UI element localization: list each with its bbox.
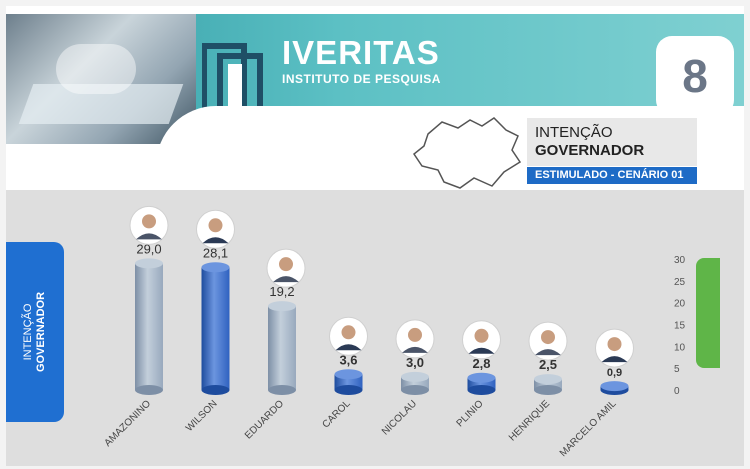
- title-line1: INTENÇÃO: [535, 124, 613, 141]
- bar-top: [135, 258, 163, 269]
- y-tick-label: 15: [674, 321, 686, 332]
- value-label: 2,8: [472, 356, 490, 371]
- y-tick-label: 30: [674, 255, 686, 266]
- value-label: 3,0: [406, 355, 424, 370]
- y-tick-label: 20: [674, 299, 686, 310]
- value-label: 19,2: [269, 284, 294, 299]
- y-tick-label: 5: [674, 364, 680, 375]
- bar-top: [534, 374, 562, 385]
- chart-background: [6, 190, 744, 466]
- bar-top: [401, 371, 429, 382]
- y-tick-label: 25: [674, 277, 686, 288]
- category-label: EDUARDO: [243, 398, 286, 441]
- bar-chart: 30 25 20 15 10 5 0 29,0 AMAZONINO 28,1 WILSON 19,2 E…: [103, 205, 686, 459]
- bar-wilson: [201, 267, 230, 390]
- avatar-shoulders: [273, 276, 299, 283]
- brand-name: IVERITAS: [282, 34, 440, 71]
- bar-base: [534, 385, 562, 395]
- category-label: HENRIQUE: [507, 398, 552, 443]
- category-label: WILSON: [184, 398, 220, 434]
- bar-base: [201, 385, 230, 395]
- photo-hands: [56, 44, 136, 94]
- header-photo: [6, 14, 196, 144]
- bar-amazonino: [135, 263, 163, 390]
- bar-henrique: [534, 379, 562, 390]
- title-box: INTENÇÃO GOVERNADOR: [527, 118, 697, 166]
- value-label: 28,1: [203, 245, 228, 260]
- category-label: PLINIO: [455, 398, 486, 429]
- y-tick-label: 10: [674, 342, 686, 353]
- bar-top: [600, 381, 629, 392]
- avatar-face: [474, 328, 489, 343]
- avatar-shoulders: [402, 346, 428, 353]
- title-line2: GOVERNADOR: [535, 142, 645, 159]
- avatar-face: [142, 214, 156, 229]
- avatar-face: [279, 257, 293, 272]
- brand-subtitle: INSTITUTO DE PESQUISA: [282, 72, 441, 86]
- category-label: AMAZONINO: [103, 398, 154, 449]
- bar-top: [334, 369, 363, 380]
- category-label: CAROL: [320, 398, 352, 430]
- avatar-face: [541, 330, 555, 345]
- avatar-face: [208, 218, 223, 233]
- bar-top: [268, 301, 296, 312]
- page-number: 8: [656, 36, 734, 116]
- value-label: 2,5: [539, 357, 557, 372]
- side-label-tab: INTENÇÃO GOVERNADOR: [6, 242, 64, 422]
- y-tick-label: 0: [674, 386, 680, 397]
- avatar-face: [607, 337, 622, 352]
- avatar-face: [341, 325, 356, 340]
- bar-top: [201, 262, 230, 273]
- bar-base: [401, 385, 429, 395]
- avatar-shoulders: [535, 349, 561, 356]
- avatar-shoulders: [202, 237, 229, 244]
- category-label: NICOLAU: [380, 398, 419, 437]
- bar-base: [467, 385, 496, 395]
- category-label: MARCELO AMIL: [558, 398, 619, 459]
- avatar-shoulders: [468, 347, 495, 354]
- bar-base: [135, 385, 163, 395]
- avatar-shoulders: [136, 233, 162, 240]
- green-tab: [696, 258, 720, 368]
- bar-eduardo: [268, 306, 296, 390]
- header-banner: IVERITAS INSTITUTO DE PESQUISA 8: [6, 14, 744, 144]
- bar-top: [467, 372, 496, 383]
- value-label: 0,9: [607, 367, 622, 379]
- bar-base: [334, 385, 363, 395]
- poll-slide: IVERITAS INSTITUTO DE PESQUISA 8 INTENÇÃ…: [6, 6, 744, 466]
- value-label: 29,0: [136, 241, 161, 256]
- bar-base: [268, 385, 296, 395]
- state-map-icon: [412, 117, 522, 189]
- avatar-face: [408, 327, 422, 342]
- scenario-label: ESTIMULADO - CENÁRIO 01: [527, 167, 697, 184]
- value-label: 3,6: [339, 352, 357, 367]
- avatar-shoulders: [335, 344, 362, 351]
- avatar-shoulders: [601, 356, 628, 363]
